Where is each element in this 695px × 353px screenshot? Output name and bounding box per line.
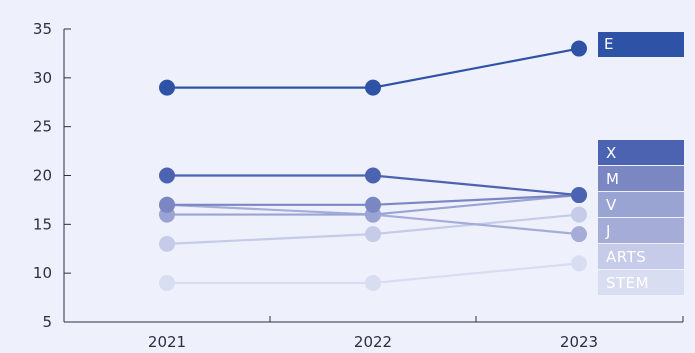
data-point-j: [571, 226, 587, 242]
data-point-x: [571, 187, 587, 203]
legend-label-e: E: [604, 35, 614, 53]
data-point-stem: [159, 275, 175, 291]
data-point-stem: [365, 275, 381, 291]
data-point-x: [159, 168, 175, 184]
legend-label-arts: ARTS: [606, 248, 646, 266]
y-tick-label: 15: [33, 215, 52, 233]
data-point-arts: [571, 207, 587, 223]
y-tick-label: 35: [33, 20, 52, 38]
data-point-stem: [571, 255, 587, 271]
data-point-x: [365, 168, 381, 184]
data-point-m: [365, 197, 381, 213]
data-point-e: [571, 41, 587, 57]
y-tick-label: 20: [33, 167, 52, 185]
y-tick-label: 30: [33, 69, 52, 87]
legend-label-stem: STEM: [606, 274, 649, 292]
series-points: [159, 41, 587, 291]
y-tick-label: 10: [33, 264, 52, 282]
y-tick-label: 25: [33, 118, 52, 136]
legend-label-v: V: [606, 196, 617, 214]
data-point-m: [159, 197, 175, 213]
data-point-e: [159, 80, 175, 96]
legend-label-x: X: [606, 144, 617, 162]
data-point-arts: [365, 226, 381, 242]
data-point-e: [365, 80, 381, 96]
x-tick-label: 2021: [148, 333, 186, 351]
legend-label-m: M: [606, 170, 619, 188]
y-axis: 5 10 15 20 25 30 35: [33, 20, 71, 331]
x-axis: 2021 2022 2023: [64, 316, 683, 351]
x-tick-label: 2022: [354, 333, 392, 351]
x-tick-label: 2023: [560, 333, 598, 351]
legend-label-j: J: [605, 222, 611, 240]
y-tick-label: 5: [42, 313, 52, 331]
data-point-arts: [159, 236, 175, 252]
